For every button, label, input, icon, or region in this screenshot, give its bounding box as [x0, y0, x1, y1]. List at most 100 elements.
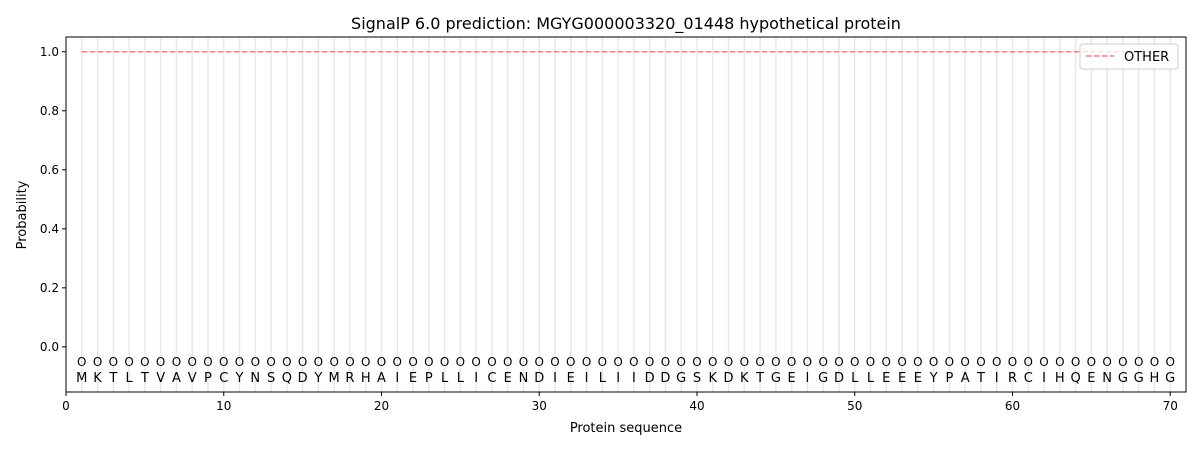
residue-label: T [108, 371, 117, 386]
predicted-label: O [1165, 355, 1174, 369]
predicted-label: O [124, 355, 133, 369]
predicted-label: O [1118, 355, 1127, 369]
x-tick-label: 40 [689, 399, 704, 413]
residue-label: K [93, 371, 102, 386]
residue-label: E [882, 371, 890, 386]
residue-label: P [425, 371, 433, 386]
residue-label: E [788, 371, 796, 386]
predicted-label: O [1150, 355, 1159, 369]
predicted-label: O [755, 355, 764, 369]
residue-label: H [1055, 371, 1065, 386]
residue-label: T [976, 371, 985, 386]
residue-label: E [1087, 371, 1095, 386]
residue-label: L [867, 371, 875, 386]
residue-label: Q [1070, 371, 1080, 386]
residue-label: D [298, 371, 308, 386]
predicted-label: O [866, 355, 875, 369]
residue-label: V [188, 371, 197, 386]
residue-label: A [961, 371, 970, 386]
predicted-label: O [929, 355, 938, 369]
residue-label: P [945, 371, 953, 386]
y-tick-label: 0.4 [40, 222, 59, 236]
residue-label: R [345, 371, 354, 386]
residue-label: N [519, 371, 529, 386]
residue-label: A [172, 371, 181, 386]
residue-label: I [474, 371, 478, 386]
residue-label: D [534, 371, 544, 386]
predicted-label: O [582, 355, 591, 369]
residue-label: G [1165, 371, 1175, 386]
x-axis-label: Protein sequence [570, 421, 682, 436]
x-axis: 0 10 20 30 40 50 60 70 [62, 392, 1178, 413]
predicted-label: O [235, 355, 244, 369]
predicted-label: O [960, 355, 969, 369]
predicted-label: O [1055, 355, 1064, 369]
residue-label: V [156, 371, 165, 386]
y-tick-label: 0.0 [40, 340, 59, 354]
residue-label: L [599, 371, 607, 386]
predicted-label: O [377, 355, 386, 369]
residue-label: C [1024, 371, 1033, 386]
residue-label: I [995, 371, 999, 386]
x-tick-label: 20 [374, 399, 389, 413]
predicted-label: O [850, 355, 859, 369]
predicted-label: O [1008, 355, 1017, 369]
residue-label: C [487, 371, 496, 386]
predicted-label: O [251, 355, 260, 369]
residue-label: S [267, 371, 275, 386]
residue-label: N [1102, 371, 1112, 386]
residue-label: I [616, 371, 620, 386]
predicted-label: O [598, 355, 607, 369]
predicted-label: O [424, 355, 433, 369]
residue-label: Y [313, 371, 322, 386]
x-tick-label: 70 [1163, 399, 1178, 413]
residue-label: I [585, 371, 589, 386]
x-tick-label: 10 [216, 399, 231, 413]
predicted-label: O [787, 355, 796, 369]
residue-label: M [76, 371, 87, 386]
residue-label: H [1150, 371, 1160, 386]
y-tick-label: 0.8 [40, 104, 59, 118]
predicted-label: O [834, 355, 843, 369]
predicted-label: O [1039, 355, 1048, 369]
predicted-label: O [471, 355, 480, 369]
predicted-label: O [645, 355, 654, 369]
residue-label: L [441, 371, 449, 386]
predicted-label: O [329, 355, 338, 369]
predicted-label: O [203, 355, 212, 369]
y-tick-label: 0.6 [40, 163, 59, 177]
y-axis: 0.0 0.2 0.4 0.6 0.8 1.0 [40, 45, 66, 354]
predicted-label: O [361, 355, 370, 369]
residue-label: I [805, 371, 809, 386]
y-axis-label: Probability [15, 180, 30, 249]
residue-label: A [377, 371, 386, 386]
residue-label: I [553, 371, 557, 386]
predicted-label: O [771, 355, 780, 369]
residue-label: H [361, 371, 371, 386]
predicted-label: O [314, 355, 323, 369]
predicted-label: O [1024, 355, 1033, 369]
predicted-label: O [724, 355, 733, 369]
predicted-label: O [503, 355, 512, 369]
predicted-label: O [629, 355, 638, 369]
residue-label: D [660, 371, 670, 386]
residue-label: E [898, 371, 906, 386]
legend-label-other: OTHER [1124, 50, 1169, 65]
predicted-label: O [1071, 355, 1080, 369]
residue-label: S [693, 371, 701, 386]
residue-label: K [740, 371, 749, 386]
predicted-label: O [187, 355, 196, 369]
residue-label: K [708, 371, 717, 386]
predicted-label: O [109, 355, 118, 369]
predicted-label: O [77, 355, 86, 369]
predicted-label: O [487, 355, 496, 369]
residue-label: E [409, 371, 417, 386]
predicted-label: O [550, 355, 559, 369]
residue-label: T [140, 371, 149, 386]
grid-lines [81, 37, 1171, 392]
residue-label: C [219, 371, 228, 386]
predicted-label: O [692, 355, 701, 369]
predicted-label: O [519, 355, 528, 369]
predicted-label: O [992, 355, 1001, 369]
residue-label: I [632, 371, 636, 386]
